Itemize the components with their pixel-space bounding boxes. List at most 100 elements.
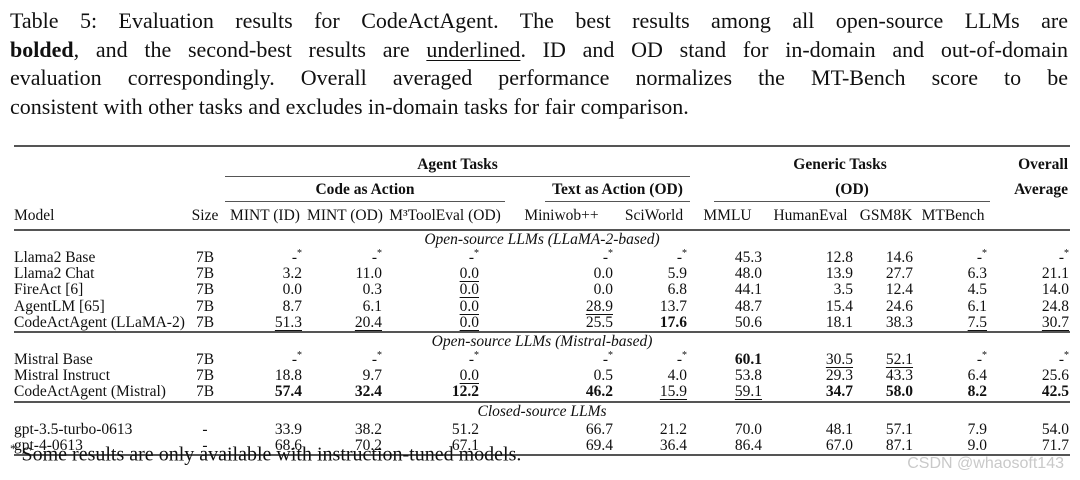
value-cell: 69.4: [585, 436, 613, 454]
value-cell: 87.1: [885, 436, 914, 454]
value-cell: 45.3: [734, 249, 763, 266]
agent-tasks-header: Agent Tasks: [225, 156, 691, 177]
value-cell: 6.1: [967, 297, 988, 315]
model-cell: Llama2 Base: [14, 249, 96, 266]
size-cell: -: [202, 420, 208, 438]
table-row: gpt-3.5-turbo-0613 - 33.9 38.2 51.2 66.7 21.2 7…: [14, 420, 1070, 438]
table-caption: Table 5: Evaluation results for CodeActA…: [10, 7, 1068, 121]
value-cell: 7.9: [967, 420, 988, 438]
table-row: Mistral Base 7B -* -* -* -* -* 60.1 30.5 52.1 -* -*: [14, 349, 1070, 369]
value-cell: 38.2: [354, 420, 382, 438]
value-cell: 25.6: [1041, 367, 1070, 385]
col-header-sciworld: SciWorld: [618, 202, 691, 231]
value-cell: 14.6: [885, 249, 914, 266]
value-cell: 51.2: [451, 420, 479, 438]
value-cell: 0.0: [593, 265, 613, 283]
model-cell: gpt-3.5-turbo-0613: [14, 420, 133, 438]
table-row: CodeActAgent (LLaMA-2) 7B 51.3 20.4 0.0 25.5 1…: [14, 313, 1071, 334]
value-cell: 54.0: [1041, 420, 1070, 438]
value-cell: 28.9: [585, 297, 613, 315]
size-cell: -: [202, 436, 208, 454]
table-row: AgentLM [65] 7B 8.7 6.1 0.0 28.9 13.7 48.7 15.4 2…: [14, 297, 1070, 315]
value-cell: 67.1: [451, 436, 479, 454]
value-cell: 3.2: [282, 265, 302, 283]
size-cell: 7B: [195, 351, 215, 369]
generic-tasks-header: Generic Tasks: [793, 156, 887, 173]
value-cell: 0.0: [459, 367, 479, 385]
section-label: Closed-source LLMs: [477, 403, 607, 421]
value-cell: 13.9: [825, 265, 854, 283]
caption-line: consistent with other tasks and excludes…: [10, 93, 689, 119]
value-cell: -*: [371, 349, 382, 369]
value-cell: 0.0: [282, 281, 302, 299]
value-cell: 4.5: [967, 281, 988, 299]
value-cell: 3.5: [833, 281, 854, 299]
value-cell: 32.4: [305, 384, 385, 403]
col-header-humaneval: HumanEval: [765, 202, 857, 231]
value-cell: -*: [291, 349, 302, 369]
caption-line: Table 5: Evaluation results for CodeActA…: [10, 8, 1068, 33]
value-cell: 48.7: [734, 297, 763, 315]
value-cell: 27.7: [885, 265, 914, 283]
model-cell: Mistral Base: [14, 351, 93, 369]
value-cell: 18.1: [765, 314, 857, 334]
value-cell: 24.6: [885, 297, 914, 315]
value-cell: 7.5: [916, 314, 991, 334]
value-cell: 18.8: [274, 367, 302, 385]
footnote: * Some results are only available with i…: [10, 441, 521, 467]
caption-line: evaluation correspondingly. Overall aver…: [10, 65, 1068, 91]
value-cell: 9.0: [967, 436, 988, 454]
size-cell: 7B: [185, 314, 225, 334]
table-row: Mistral Instruct 7B 18.8 9.7 0.0 0.5 4.0 53.8 29…: [14, 368, 1070, 384]
value-cell: -*: [602, 349, 613, 369]
col-header-mint-id: MINT (ID): [225, 202, 305, 231]
table-row: gpt-4-0613 - 68.6 70.2 67.1 69.4 36.4 86.4 67.0 8…: [14, 436, 1070, 455]
value-cell: 70.2: [354, 436, 382, 454]
value-cell: 46.2: [505, 384, 618, 403]
col-header-miniwob: Miniwob++: [505, 202, 618, 231]
header-group-row-2: Code as Action Text as Action (OD) (OD) …: [14, 177, 1070, 202]
model-cell: Llama2 Chat: [14, 265, 95, 283]
value-cell: 67.0: [825, 436, 854, 454]
value-cell: 6.3: [967, 265, 988, 283]
value-cell: 8.7: [282, 297, 302, 315]
value-cell: 36.4: [659, 436, 688, 454]
col-header-mint-od: MINT (OD): [305, 202, 385, 231]
model-cell: Mistral Instruct: [14, 367, 110, 385]
value-cell: -*: [676, 349, 688, 369]
section-row: Open-source LLMs (Mistral-based): [14, 332, 1070, 352]
value-cell: 30.7: [990, 314, 1071, 334]
model-cell: CodeActAgent (Mistral): [14, 384, 185, 403]
value-cell: 53.8: [734, 367, 763, 385]
value-cell: 48.1: [825, 420, 854, 438]
model-cell: CodeActAgent (LLaMA-2): [14, 313, 185, 334]
col-header-mmlu: MMLU: [690, 202, 766, 231]
generic-od-header: (OD): [714, 181, 991, 202]
table-row: Llama2 Chat 7B 3.2 11.0 0.0 0.0 5.9 48.0 13.9 27.…: [14, 266, 1070, 282]
value-cell: 52.1: [885, 351, 914, 369]
value-cell: -*: [291, 247, 302, 266]
header-group-row-1: Agent Tasks Generic Tasks Overall: [14, 146, 1070, 177]
size-cell: 7B: [195, 265, 215, 283]
value-cell: 50.6: [690, 314, 766, 334]
value-cell: 20.4: [305, 314, 385, 334]
caption-line: bolded, and the second-best results are …: [10, 36, 1068, 62]
value-cell: 0.0: [593, 281, 613, 299]
value-cell: 33.9: [274, 420, 302, 438]
value-cell: 66.7: [585, 420, 613, 438]
col-header-m3tooleval-od: M³ToolEval (OD): [385, 202, 505, 231]
value-cell: -*: [602, 247, 613, 266]
col-header-mtbench: MTBench: [916, 202, 991, 231]
value-cell: 58.0: [856, 384, 917, 403]
results-table: Agent Tasks Generic Tasks Overall Code a…: [14, 145, 1071, 457]
value-cell: 0.0: [385, 314, 505, 334]
table-row: FireAct [6] 7B 0.0 0.3 0.0 0.0 6.8 44.1 3.5 12.4 4…: [14, 282, 1070, 298]
value-cell: 17.6: [618, 314, 691, 334]
section-label: Open-source LLMs (Mistral-based): [431, 333, 653, 351]
value-cell: 48.0: [734, 265, 763, 283]
value-cell: -*: [1058, 349, 1070, 369]
value-cell: -*: [468, 247, 479, 266]
value-cell: 57.4: [225, 384, 305, 403]
footnote-asterisk: *: [10, 441, 17, 456]
col-header-overall-spacer: [990, 202, 1071, 231]
